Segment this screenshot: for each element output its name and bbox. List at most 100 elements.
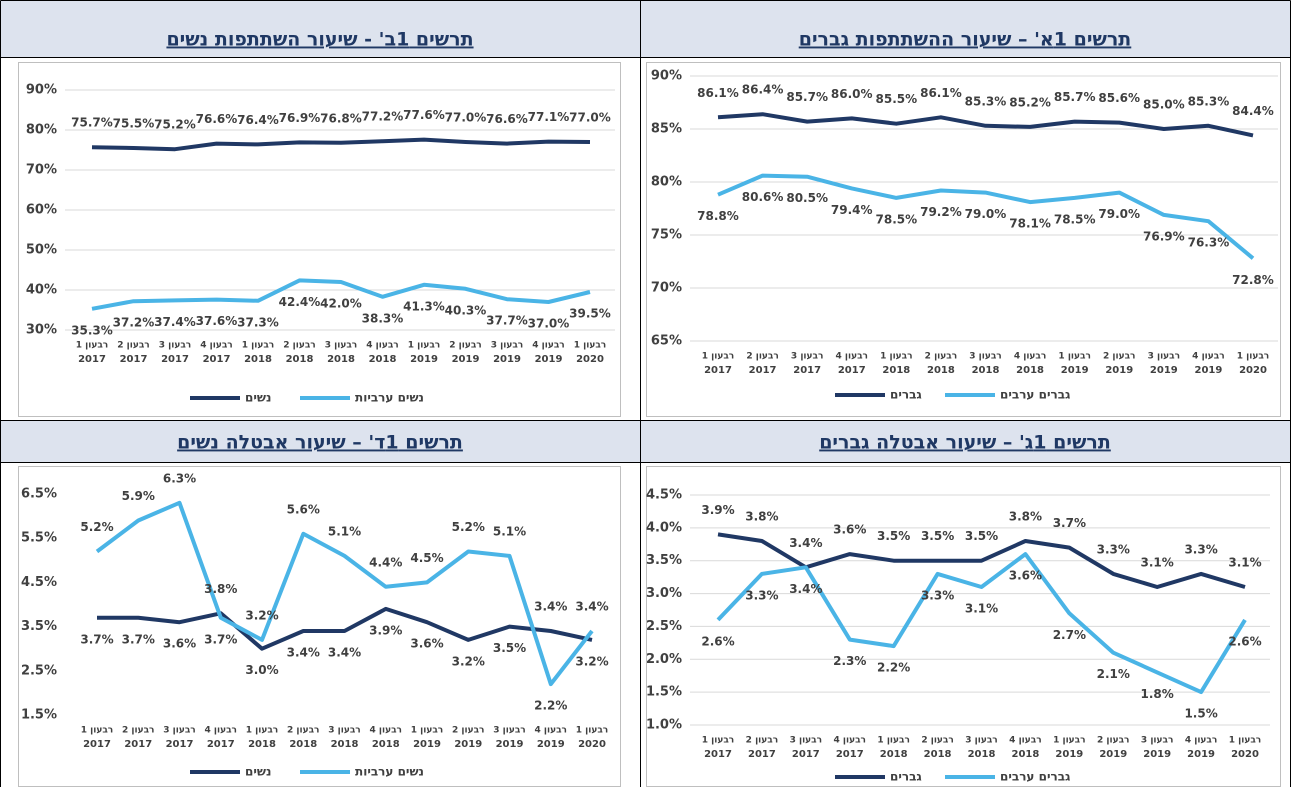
x-tick-label: רבעון 2 bbox=[925, 352, 957, 362]
x-tick-label: רבעון 1 bbox=[81, 726, 113, 736]
y-tick-label: 1.0% bbox=[646, 718, 682, 733]
x-tick-label: 2017 bbox=[207, 739, 235, 750]
x-tick-label: 2019 bbox=[1143, 749, 1171, 760]
legend-label: נשים bbox=[245, 391, 271, 405]
legend-label: גברים bbox=[890, 770, 922, 784]
series-line bbox=[95, 500, 594, 687]
y-tick-label: 85% bbox=[651, 122, 682, 137]
x-tick-label: רבעון 4 bbox=[205, 726, 237, 736]
x-tick-label: 2017 bbox=[203, 354, 231, 365]
y-tick-label: 30% bbox=[26, 323, 57, 338]
data-label: 2.7% bbox=[1053, 628, 1086, 642]
x-tick-label: רבעון 1 bbox=[242, 341, 274, 351]
data-label: 3.2% bbox=[575, 654, 608, 668]
x-tick-label: רבעון 3 bbox=[1141, 736, 1173, 746]
y-tick-label: 75% bbox=[651, 228, 682, 243]
x-tick-label: 2020 bbox=[576, 354, 604, 365]
x-tick-label: רבעון 1 bbox=[1237, 352, 1269, 362]
data-label: 85.0% bbox=[1143, 98, 1185, 112]
data-label: 76.4% bbox=[237, 113, 279, 127]
data-label: 4.5% bbox=[410, 551, 443, 565]
x-tick-label: רבעון 4 bbox=[836, 352, 868, 362]
data-label: 3.4% bbox=[789, 582, 822, 596]
data-label: 3.1% bbox=[965, 602, 998, 616]
header-band bbox=[0, 420, 1291, 463]
data-label: 3.7% bbox=[80, 632, 113, 646]
y-tick-label: 2.0% bbox=[646, 652, 682, 667]
data-label: 39.5% bbox=[569, 307, 611, 321]
x-tick-label: 2017 bbox=[836, 749, 864, 760]
data-label: 37.0% bbox=[528, 317, 570, 331]
data-label: 37.6% bbox=[196, 314, 238, 328]
data-label: 78.5% bbox=[1054, 212, 1096, 226]
x-tick-label: רבעון 1 bbox=[408, 341, 440, 351]
header-band bbox=[0, 0, 1291, 58]
x-tick-label: רבעון 2 bbox=[452, 726, 484, 736]
data-label: 85.7% bbox=[786, 90, 828, 104]
data-label: 76.3% bbox=[1188, 236, 1230, 250]
data-label: 3.6% bbox=[1009, 569, 1042, 583]
x-tick-label: 2017 bbox=[83, 739, 111, 750]
series-line bbox=[716, 552, 1247, 695]
data-label: 3.7% bbox=[122, 632, 155, 646]
x-tick-label: רבעון 1 bbox=[76, 341, 108, 351]
y-tick-label: 3.5% bbox=[646, 553, 682, 568]
y-tick-label: 60% bbox=[26, 203, 57, 218]
x-tick-label: רבעון 1 bbox=[1053, 736, 1085, 746]
series-line bbox=[91, 278, 591, 311]
x-tick-label: 2017 bbox=[838, 365, 866, 376]
x-tick-label: 2019 bbox=[454, 739, 482, 750]
x-tick-label: 2018 bbox=[289, 739, 317, 750]
x-tick-label: רבעון 1 bbox=[411, 726, 443, 736]
x-tick-label: 2019 bbox=[452, 354, 480, 365]
x-tick-label: רבעון 2 bbox=[921, 736, 953, 746]
x-tick-label: רבעון 4 bbox=[1192, 352, 1224, 362]
x-tick-label: 2018 bbox=[1016, 365, 1044, 376]
data-label: 1.5% bbox=[1184, 707, 1217, 721]
x-tick-label: רבעון 4 bbox=[535, 726, 567, 736]
data-label: 77.0% bbox=[569, 111, 611, 125]
x-tick-label: 2019 bbox=[410, 354, 438, 365]
data-label: 76.6% bbox=[486, 112, 528, 126]
x-tick-label: 2017 bbox=[120, 354, 148, 365]
x-tick-label: רבעון 2 bbox=[117, 341, 149, 351]
x-tick-label: רבעון 4 bbox=[1009, 736, 1041, 746]
x-tick-label: 2017 bbox=[704, 365, 732, 376]
data-label: 3.9% bbox=[369, 623, 402, 637]
data-label: 42.4% bbox=[279, 295, 321, 309]
x-tick-label: רבעון 2 bbox=[1103, 352, 1135, 362]
y-tick-label: 6.5% bbox=[21, 487, 57, 502]
data-label: 3.5% bbox=[965, 529, 998, 543]
y-tick-label: 50% bbox=[26, 243, 57, 258]
x-tick-label: רבעון 4 bbox=[532, 341, 564, 351]
data-label: 86.0% bbox=[831, 87, 873, 101]
x-tick-label: רבעון 4 bbox=[1185, 736, 1217, 746]
series-line bbox=[91, 137, 591, 152]
data-label: 5.6% bbox=[287, 502, 320, 516]
data-label: 2.6% bbox=[701, 634, 734, 648]
x-tick-label: 2017 bbox=[166, 739, 194, 750]
x-tick-label: רבעון 1 bbox=[574, 341, 606, 351]
data-label: 75.2% bbox=[154, 118, 196, 132]
data-label: 3.9% bbox=[701, 503, 734, 517]
data-label: 3.8% bbox=[204, 582, 237, 596]
x-tick-label: 2019 bbox=[1105, 365, 1133, 376]
data-label: 5.9% bbox=[122, 489, 155, 503]
y-tick-label: 80% bbox=[26, 123, 57, 138]
x-tick-label: 2019 bbox=[496, 739, 524, 750]
data-label: 1.8% bbox=[1141, 687, 1174, 701]
x-tick-label: 2018 bbox=[248, 739, 276, 750]
x-tick-label: 2018 bbox=[372, 739, 400, 750]
data-label: 3.5% bbox=[921, 529, 954, 543]
x-tick-label: רבעון 3 bbox=[491, 341, 523, 351]
data-label: 80.6% bbox=[742, 190, 784, 204]
series-line bbox=[717, 112, 1254, 138]
data-label: 85.6% bbox=[1098, 91, 1140, 105]
data-label: 3.4% bbox=[534, 600, 567, 614]
data-label: 77.1% bbox=[528, 110, 570, 124]
data-label: 3.7% bbox=[204, 632, 237, 646]
data-label: 6.3% bbox=[163, 471, 196, 485]
x-tick-label: 2020 bbox=[578, 739, 606, 750]
data-label: 3.2% bbox=[245, 608, 278, 622]
data-label: 72.8% bbox=[1232, 273, 1274, 287]
